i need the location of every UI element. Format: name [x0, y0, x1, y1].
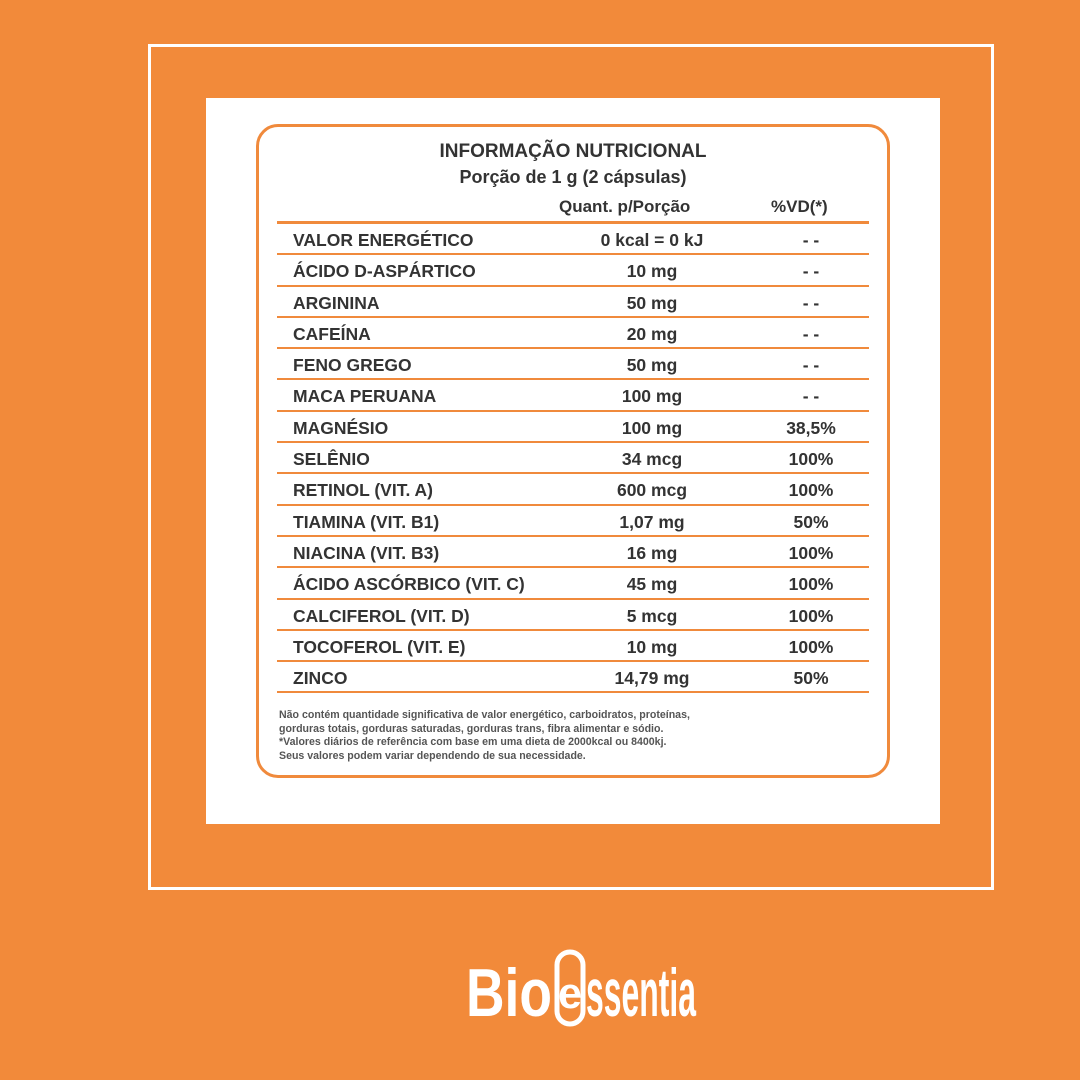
nutrient-daily-value: 50% [793, 668, 829, 689]
nutrient-quantity: 5 mcg [626, 605, 678, 626]
nutrient-daily-value: 100% [788, 574, 834, 595]
nutrient-daily-value: 38,5% [786, 417, 836, 438]
nutrient-name: FENO GREGO [293, 355, 412, 376]
svg-text:Bio: Bio [466, 955, 552, 1030]
nutrient-name: CAFEÍNA [293, 323, 371, 344]
nutrient-daily-value: - - [802, 292, 820, 313]
nutrient-quantity: 600 mcg [616, 480, 688, 501]
label-title: INFORMAÇÃO NUTRICIONAL [439, 141, 707, 162]
nutrient-quantity: 50 mg [626, 355, 678, 376]
nutrient-name: SELÊNIO [293, 449, 370, 470]
nutrient-name: TIAMINA (VIT. B1) [293, 511, 440, 532]
table-row: CALCIFEROL (VIT. D) 5 mcg 100% [277, 600, 869, 631]
nutrient-name: MACA PERUANA [293, 386, 437, 407]
table-row: VALOR ENERGÉTICO 0 kcal = 0 kJ - - [277, 224, 869, 256]
nutrient-quantity: 100 mg [621, 417, 683, 438]
table-row: TIAMINA (VIT. B1) 1,07 mg 50% [277, 506, 869, 537]
nutrient-name: NIACINA (VIT. B3) [293, 542, 440, 563]
bioessentia-logo: Bio e ssentia [466, 949, 697, 1030]
table-row: ARGININA 50 mg - - [277, 287, 869, 318]
nutrient-quantity: 100 mg [621, 386, 683, 407]
nutrient-daily-value: - - [802, 323, 820, 344]
label-footnote: Não contém quantidade significativa de v… [279, 709, 877, 763]
nutrient-daily-value: 100% [788, 542, 834, 563]
nutrient-daily-value: 100% [788, 605, 834, 626]
nutrient-daily-value: 100% [788, 636, 834, 657]
footnote-line: gorduras totais, gorduras saturadas, gor… [279, 722, 664, 735]
table-row: TOCOFEROL (VIT. E) 10 mg 100% [277, 631, 869, 663]
nutrient-daily-value: - - [802, 386, 820, 407]
nutrient-name: ARGININA [293, 292, 380, 313]
nutrient-quantity: 50 mg [626, 292, 678, 313]
table-row: ÁCIDO D-ASPÁRTICO 10 mg - - [277, 255, 869, 287]
footnote-line: Seus valores podem variar dependendo de … [279, 749, 586, 762]
nutrient-name: ZINCO [293, 668, 348, 689]
nutrient-quantity: 14,79 mg [614, 668, 690, 689]
svg-text:e: e [558, 969, 582, 1018]
nutrient-quantity: 45 mg [626, 574, 678, 595]
column-header-daily-value: %VD(*) [771, 197, 828, 216]
nutrient-daily-value: - - [802, 261, 820, 282]
nutrient-name: CALCIFEROL (VIT. D) [293, 605, 470, 626]
footnote-line: *Valores diários de referência com base … [279, 736, 667, 748]
table-row: ZINCO 14,79 mg 50% [277, 662, 869, 694]
nutrient-daily-value: - - [802, 355, 820, 376]
footnote-line: Não contém quantidade significativa de v… [279, 709, 690, 721]
nutrient-name: TOCOFEROL (VIT. E) [293, 636, 466, 657]
table-row: NIACINA (VIT. B3) 16 mg 100% [277, 537, 869, 569]
nutrient-name: RETINOL (VIT. A) [293, 480, 433, 501]
nutrition-facts-panel: INFORMAÇÃO NUTRICIONAL Porção de 1 g (2 … [256, 124, 890, 778]
nutrient-quantity: 0 kcal = 0 kJ [600, 230, 704, 250]
nutrient-quantity: 34 mcg [621, 449, 683, 470]
nutrient-quantity: 1,07 mg [619, 511, 685, 532]
svg-text:ssentia: ssentia [586, 955, 697, 1030]
table-row: MACA PERUANA 100 mg - - [277, 380, 869, 412]
column-header-quantity: Quant. p/Porção [559, 197, 691, 216]
nutrient-name: ÁCIDO ASCÓRBICO (VIT. C) [293, 574, 525, 595]
decorative-frame [148, 44, 994, 890]
nutrient-name: VALOR ENERGÉTICO [293, 230, 474, 250]
nutrient-quantity: 16 mg [626, 542, 678, 563]
nutrient-quantity: 10 mg [626, 261, 678, 282]
nutrient-name: ÁCIDO D-ASPÁRTICO [293, 261, 476, 282]
nutrient-name: MAGNÉSIO [293, 417, 389, 438]
nutrient-daily-value: 50% [793, 511, 829, 532]
table-row: ÁCIDO ASCÓRBICO (VIT. C) 45 mg 100% [277, 568, 869, 600]
nutrient-daily-value: 100% [788, 480, 834, 501]
nutrition-label-image: INFORMAÇÃO NUTRICIONAL Porção de 1 g (2 … [206, 98, 940, 824]
table-row: MAGNÉSIO 100 mg 38,5% [277, 412, 869, 444]
nutrient-quantity: 10 mg [626, 636, 678, 657]
nutrient-daily-value: - - [802, 230, 820, 250]
table-row: CAFEÍNA 20 mg - - [277, 318, 869, 350]
table-row: SELÊNIO 34 mcg 100% [277, 443, 869, 475]
label-serving-size: Porção de 1 g (2 cápsulas) [459, 167, 687, 187]
nutrient-daily-value: 100% [788, 449, 834, 470]
table-row: FENO GREGO 50 mg - - [277, 349, 869, 381]
table-row: RETINOL (VIT. A) 600 mcg 100% [277, 474, 869, 506]
nutrient-quantity: 20 mg [626, 323, 678, 344]
nutrient-table: VALOR ENERGÉTICO 0 kcal = 0 kJ - - ÁCIDO D-… [277, 221, 869, 694]
